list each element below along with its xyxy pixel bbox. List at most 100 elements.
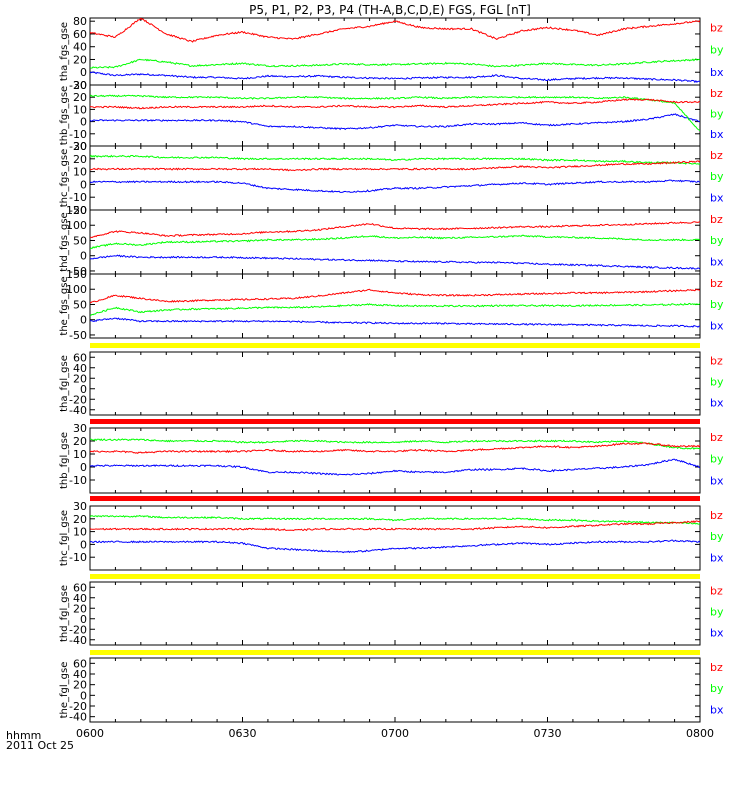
series-bz — [90, 98, 700, 110]
series-bz — [90, 18, 700, 43]
series-bx — [90, 113, 700, 131]
y-tick-label: -40 — [69, 634, 87, 647]
y-tick-label: 0 — [80, 461, 87, 474]
x-axis: 0600 0630 0700 0730 0800 — [76, 727, 714, 740]
legend-bx: bx — [710, 255, 724, 268]
legend-by: by — [710, 298, 724, 311]
y-tick-label: 20 — [73, 53, 87, 66]
series-by — [90, 58, 700, 69]
panel-frame — [89, 505, 701, 571]
legend-bz: bz — [710, 21, 723, 34]
series-bx — [90, 458, 700, 476]
series-bx — [90, 71, 700, 84]
panel-frame — [89, 427, 701, 494]
legend-bx: bx — [710, 474, 724, 487]
legend-by: by — [710, 376, 724, 389]
y-tick-label: 0 — [80, 178, 87, 191]
status-bar — [90, 496, 700, 501]
legend-bx: bx — [710, 397, 724, 410]
y-tick-label: 10 — [73, 448, 87, 461]
legend-bz: bz — [710, 213, 723, 226]
legend-bz: bz — [710, 87, 723, 100]
y-tick-label: -10 — [69, 474, 87, 487]
y-axis-label: thb_fgs_gse — [59, 86, 70, 145]
y-axis-label: tha_fgs_gse — [59, 22, 70, 81]
y-tick-label: 150 — [66, 204, 87, 217]
x-tick-label: 0600 — [76, 727, 104, 740]
status-bar — [90, 343, 700, 348]
y-tick-label: 0 — [80, 116, 87, 129]
legend-bx: bx — [710, 627, 724, 640]
panel-frame — [89, 84, 701, 147]
series-bx — [90, 254, 700, 270]
legend-bx: bx — [710, 551, 724, 564]
y-tick-label: 30 — [73, 500, 87, 513]
series-by — [90, 302, 700, 317]
y-tick-label: -50 — [69, 265, 87, 278]
legend-bz: bz — [710, 585, 723, 598]
panel-frame — [89, 581, 701, 646]
y-tick-label: 30 — [73, 140, 87, 153]
y-tick-label: 0 — [80, 538, 87, 551]
y-tick-label: 40 — [73, 41, 87, 54]
y-tick-label: 0 — [80, 689, 87, 702]
status-bar — [90, 419, 700, 424]
series-bz — [90, 520, 700, 532]
panel-frame — [89, 17, 701, 86]
x-tick-label: 0700 — [381, 727, 409, 740]
y-tick-label: -10 — [69, 551, 87, 564]
y-tick-label: -10 — [69, 191, 87, 204]
x-tick-label: 0730 — [534, 727, 562, 740]
x-tick-label: 0800 — [686, 727, 714, 740]
series-bz — [90, 288, 700, 304]
y-axis-label: thb_fgl_gse — [59, 432, 70, 489]
y-tick-label: -20 — [69, 393, 87, 406]
y-tick-label: 30 — [73, 79, 87, 92]
y-tick-label: 60 — [73, 657, 87, 670]
y-tick-label: -10 — [69, 128, 87, 141]
y-axis-label: the_fgs_gse — [59, 276, 70, 335]
panel-frame — [89, 145, 701, 211]
x-tick-label: 0630 — [229, 727, 257, 740]
legend-bx: bx — [710, 703, 724, 716]
y-tick-label: 20 — [73, 602, 87, 615]
legend-bx: bx — [710, 66, 724, 79]
footer-label-date: 2011 Oct 25 — [6, 739, 74, 752]
legend-by: by — [710, 606, 724, 619]
series-bz — [90, 160, 700, 172]
y-tick-label: -40 — [69, 404, 87, 417]
series-bx — [90, 179, 700, 193]
y-tick-label: -50 — [69, 329, 87, 342]
series-by — [90, 514, 700, 525]
y-axis-label: thd_fgs_gse — [59, 212, 70, 271]
y-tick-label: 10 — [73, 166, 87, 179]
y-tick-label: 150 — [66, 268, 87, 281]
status-bar — [90, 574, 700, 579]
footer-label-hhmm: hhmm — [6, 729, 41, 742]
y-tick-label: -20 — [69, 140, 87, 153]
panel-frame — [89, 657, 701, 723]
legend-by: by — [710, 234, 724, 247]
y-tick-label: 0 — [80, 66, 87, 79]
y-tick-label: 20 — [73, 91, 87, 104]
legend-bz: bz — [710, 431, 723, 444]
y-tick-label: 100 — [66, 219, 87, 232]
series-by — [90, 94, 700, 132]
y-tick-label: 20 — [73, 435, 87, 448]
legend-bz: bz — [710, 149, 723, 162]
series-bz — [90, 442, 700, 454]
y-tick-label: 20 — [73, 679, 87, 692]
y-axis-label: thc_fgl_gse — [59, 510, 70, 566]
y-tick-label: -20 — [69, 623, 87, 636]
y-tick-label: 0 — [80, 383, 87, 396]
y-tick-label: 20 — [73, 153, 87, 166]
